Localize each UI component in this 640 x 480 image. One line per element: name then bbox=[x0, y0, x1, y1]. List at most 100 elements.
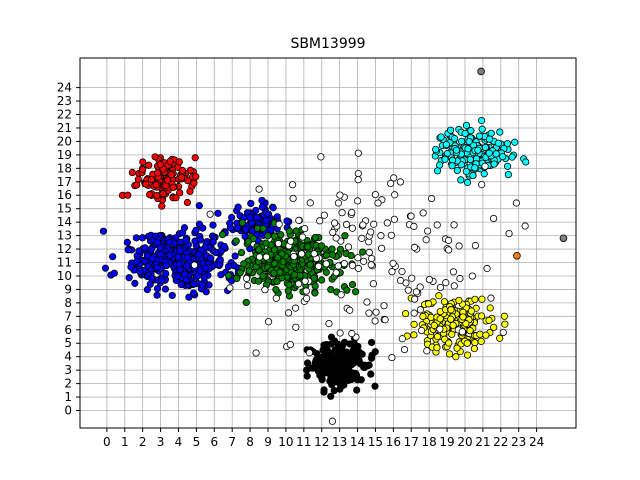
data-point bbox=[458, 328, 466, 336]
data-point bbox=[341, 361, 350, 369]
data-point bbox=[274, 254, 282, 262]
y-tick-label: 19 bbox=[57, 148, 72, 162]
data-point bbox=[295, 280, 303, 288]
data-point bbox=[325, 320, 333, 328]
data-point bbox=[332, 355, 341, 364]
data-point bbox=[317, 363, 325, 371]
data-point bbox=[389, 259, 397, 267]
data-point bbox=[346, 372, 354, 380]
data-point bbox=[433, 333, 442, 341]
data-point bbox=[302, 294, 311, 302]
y-tick-label: 14 bbox=[57, 215, 72, 229]
data-point bbox=[499, 328, 507, 337]
x-tick-label: 10 bbox=[278, 435, 293, 449]
x-tick-label: 12 bbox=[314, 435, 329, 449]
data-point bbox=[148, 254, 156, 263]
data-point bbox=[295, 216, 303, 224]
data-point bbox=[410, 320, 418, 328]
data-point bbox=[156, 244, 164, 252]
data-point bbox=[487, 294, 495, 302]
data-point bbox=[348, 329, 356, 338]
data-point bbox=[192, 226, 200, 234]
data-point bbox=[238, 219, 247, 227]
data-point bbox=[398, 267, 406, 276]
data-point bbox=[186, 187, 194, 195]
plot-frame bbox=[79, 57, 577, 429]
data-point bbox=[378, 244, 386, 252]
data-point bbox=[367, 370, 375, 378]
data-point bbox=[173, 272, 181, 280]
x-tick-label: 23 bbox=[511, 435, 526, 449]
data-point bbox=[451, 134, 459, 143]
data-point bbox=[410, 309, 418, 317]
data-point bbox=[331, 337, 339, 345]
data-point bbox=[354, 264, 363, 272]
data-point bbox=[153, 291, 161, 299]
data-point bbox=[470, 345, 479, 353]
data-point bbox=[110, 269, 118, 277]
y-tick-label: 15 bbox=[57, 202, 72, 216]
data-point bbox=[290, 271, 298, 279]
x-tick-label: 9 bbox=[264, 435, 272, 449]
data-point bbox=[124, 191, 132, 199]
data-point bbox=[462, 167, 470, 176]
data-point bbox=[157, 276, 166, 284]
data-point bbox=[272, 285, 280, 294]
data-point bbox=[400, 345, 409, 354]
data-point bbox=[317, 153, 325, 161]
data-point bbox=[478, 180, 486, 189]
data-point bbox=[334, 262, 342, 270]
data-point bbox=[175, 158, 183, 166]
data-point bbox=[272, 294, 280, 302]
y-tick-label: 22 bbox=[57, 108, 72, 122]
data-point bbox=[410, 243, 419, 251]
x-tick-label: 7 bbox=[228, 435, 236, 449]
data-point bbox=[411, 295, 419, 303]
data-point bbox=[372, 308, 380, 316]
data-point bbox=[422, 236, 430, 244]
data-point bbox=[142, 180, 150, 188]
data-point bbox=[323, 346, 331, 354]
data-point bbox=[264, 232, 272, 240]
data-point bbox=[336, 191, 344, 199]
data-point bbox=[168, 291, 176, 300]
x-tick-label: 8 bbox=[246, 435, 254, 449]
data-point bbox=[463, 339, 471, 347]
data-point bbox=[277, 231, 285, 239]
data-point bbox=[404, 286, 412, 294]
y-tick-label: 1 bbox=[64, 390, 72, 404]
data-point bbox=[318, 376, 326, 384]
data-point bbox=[513, 251, 521, 260]
data-point bbox=[153, 191, 161, 200]
data-point bbox=[445, 339, 453, 347]
data-point bbox=[477, 67, 485, 76]
data-point bbox=[471, 339, 479, 347]
data-point bbox=[500, 312, 508, 320]
data-point bbox=[301, 277, 309, 285]
data-point bbox=[447, 315, 455, 323]
data-point bbox=[387, 179, 395, 188]
data-point bbox=[503, 162, 512, 170]
data-point bbox=[467, 127, 475, 135]
data-point bbox=[447, 306, 455, 314]
data-point bbox=[166, 157, 174, 166]
data-point bbox=[270, 246, 279, 254]
y-tick-label: 7 bbox=[64, 309, 72, 323]
data-point bbox=[504, 170, 512, 179]
data-point bbox=[220, 242, 228, 251]
data-point bbox=[354, 254, 362, 262]
data-point bbox=[346, 340, 354, 348]
data-point bbox=[511, 138, 519, 146]
data-point bbox=[279, 257, 287, 266]
data-point bbox=[398, 335, 406, 343]
data-point bbox=[176, 265, 184, 274]
data-point bbox=[225, 271, 233, 280]
data-point bbox=[258, 196, 266, 205]
data-point bbox=[354, 176, 362, 184]
data-point bbox=[123, 238, 131, 246]
data-point bbox=[200, 273, 209, 281]
data-point bbox=[323, 251, 331, 259]
data-point bbox=[269, 204, 277, 212]
data-point bbox=[471, 241, 479, 250]
x-tick-label: 16 bbox=[386, 435, 401, 449]
